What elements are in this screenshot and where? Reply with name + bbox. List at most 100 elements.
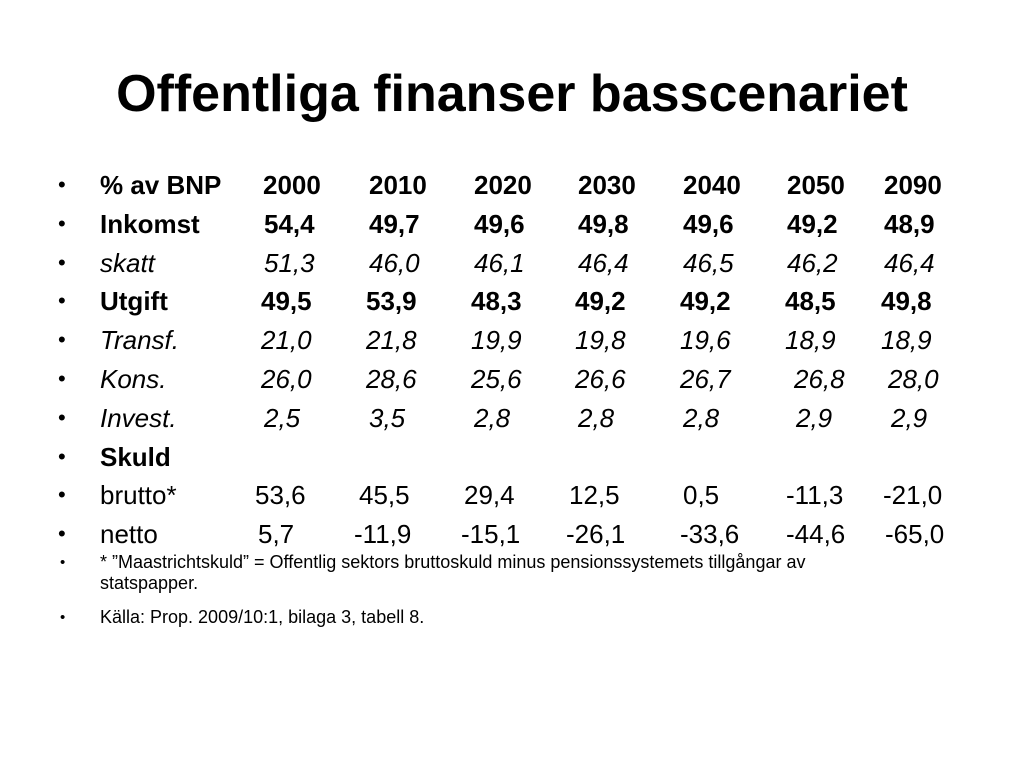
table-cell: 18,9 bbox=[785, 325, 836, 356]
table-row: • Utgift 49,5 53,9 48,3 49,2 49,2 48,5 49,8 bbox=[0, 282, 1024, 321]
row-label: Skuld bbox=[100, 441, 171, 472]
table-cell: 2,9 bbox=[891, 402, 928, 433]
table-cell: 19,8 bbox=[575, 325, 626, 356]
bullet-icon: • bbox=[58, 249, 66, 275]
table-cell: 12,5 bbox=[569, 480, 620, 511]
table-cell: 21,0 bbox=[261, 325, 312, 356]
table-row: • netto 5,7 -11,9 -15,1 -26,1 -33,6 -44,6 -65,0 bbox=[0, 515, 1024, 554]
table-cell: -11,9 bbox=[354, 519, 412, 550]
table-row: • Transf. 21,0 21,8 19,9 19,8 19,6 18,9 18,9 bbox=[0, 321, 1024, 360]
data-table: • % av BNP 2000 2010 2020 2030 2040 2050 2090 • In… bbox=[0, 166, 1024, 554]
bullet-icon: • bbox=[60, 609, 66, 626]
table-cell: -44,6 bbox=[786, 519, 846, 550]
table-cell: 46,4 bbox=[884, 247, 935, 278]
table-cell: 2010 bbox=[369, 170, 427, 200]
table-row: • brutto* 53,6 45,5 29,4 12,5 0,5 -11,3 -21,0 bbox=[0, 476, 1024, 515]
table-cell: 46,4 bbox=[578, 247, 629, 278]
table-cell: 2090 bbox=[884, 170, 942, 200]
table-cell: 25,6 bbox=[471, 363, 522, 394]
footnote-text: * ”Maastrichtskuld” = Offentlig sektors … bbox=[100, 552, 806, 593]
table-row: • % av BNP 2000 2010 2020 2030 2040 2050 2090 bbox=[0, 166, 1024, 205]
table-row: • Invest. 2,5 3,5 2,8 2,8 2,8 2,9 2,9 bbox=[0, 399, 1024, 438]
bullet-icon: • bbox=[58, 404, 66, 430]
table-cell: 2000 bbox=[263, 170, 321, 200]
table-cell: -11,3 bbox=[786, 480, 844, 511]
table-cell: 2,9 bbox=[796, 402, 833, 433]
table-cell: 2,8 bbox=[683, 402, 720, 433]
table-cell: 28,6 bbox=[366, 363, 417, 394]
table-cell: 54,4 bbox=[264, 208, 315, 239]
table-row: • Inkomst 54,4 49,7 49,6 49,8 49,6 49,2 48,9 bbox=[0, 205, 1024, 244]
table-row: • Kons. 26,0 28,6 25,6 26,6 26,7 26,8 28,0 bbox=[0, 360, 1024, 399]
table-cell: 2,8 bbox=[578, 402, 615, 433]
bullet-icon: • bbox=[58, 210, 66, 236]
row-label: Inkomst bbox=[100, 208, 200, 239]
bullet-icon: • bbox=[58, 521, 66, 547]
table-cell: 46,2 bbox=[787, 247, 838, 278]
footnote-text: Källa: Prop. 2009/10:1, bilaga 3, tabell… bbox=[100, 607, 425, 627]
table-cell: 51,3 bbox=[264, 247, 315, 278]
table-cell: 49,2 bbox=[575, 286, 626, 317]
row-label: skatt bbox=[100, 247, 155, 278]
table-cell: 45,5 bbox=[359, 480, 410, 511]
footnote-item: • Källa: Prop. 2009/10:1, bilaga 3, tabel… bbox=[0, 607, 1024, 628]
table-cell: -65,0 bbox=[885, 519, 945, 550]
table-row: • Skuld bbox=[0, 438, 1024, 477]
table-cell: 53,9 bbox=[366, 286, 417, 317]
table-cell: 48,3 bbox=[471, 286, 522, 317]
table-cell: 0,5 bbox=[683, 480, 720, 511]
table-cell: 49,2 bbox=[680, 286, 731, 317]
row-label: Kons. bbox=[100, 363, 167, 394]
bullet-icon: • bbox=[58, 443, 66, 469]
table-cell: 49,2 bbox=[787, 208, 838, 239]
table-cell: 5,7 bbox=[258, 519, 295, 550]
table-cell: 26,7 bbox=[680, 363, 731, 394]
table-cell: 21,8 bbox=[366, 325, 417, 356]
table-cell: -33,6 bbox=[680, 519, 740, 550]
table-cell: 46,1 bbox=[474, 247, 525, 278]
row-label: Invest. bbox=[100, 402, 177, 433]
row-label: brutto* bbox=[100, 480, 177, 511]
table-cell: 46,0 bbox=[369, 247, 420, 278]
table-cell: 48,9 bbox=[884, 208, 935, 239]
bullet-icon: • bbox=[58, 172, 66, 197]
table-cell: 49,8 bbox=[881, 286, 932, 317]
table-cell: 19,6 bbox=[680, 325, 731, 356]
bullet-icon: • bbox=[58, 327, 66, 353]
table-cell: 28,0 bbox=[888, 363, 939, 394]
table-cell: 49,6 bbox=[683, 208, 734, 239]
table-cell: -21,0 bbox=[883, 480, 943, 511]
table-cell: 48,5 bbox=[785, 286, 836, 317]
bullet-icon: • bbox=[58, 288, 66, 314]
row-label: % av BNP bbox=[100, 170, 222, 200]
table-cell: 29,4 bbox=[464, 480, 515, 511]
footnote-item: • * ”Maastrichtskuld” = Offentlig sektors… bbox=[0, 552, 1024, 594]
row-label: netto bbox=[100, 519, 158, 550]
table-row: • skatt 51,3 46,0 46,1 46,4 46,5 46,2 46,4 bbox=[0, 244, 1024, 283]
table-cell: 26,8 bbox=[794, 363, 845, 394]
table-cell: 2,8 bbox=[474, 402, 511, 433]
slide-title: Offentliga finanser basscenariet bbox=[116, 65, 908, 123]
table-cell: 19,9 bbox=[471, 325, 522, 356]
table-cell: 46,5 bbox=[683, 247, 734, 278]
table-cell: 2040 bbox=[683, 170, 741, 200]
table-cell: 49,6 bbox=[474, 208, 525, 239]
table-cell: 2020 bbox=[474, 170, 532, 200]
table-cell: 53,6 bbox=[255, 480, 306, 511]
table-cell: 26,6 bbox=[575, 363, 626, 394]
table-cell: 49,8 bbox=[578, 208, 629, 239]
bullet-icon: • bbox=[58, 482, 66, 508]
table-cell: 49,5 bbox=[261, 286, 312, 317]
row-label: Transf. bbox=[100, 325, 179, 356]
table-cell: 26,0 bbox=[261, 363, 312, 394]
bullet-icon: • bbox=[58, 365, 66, 391]
bullet-icon: • bbox=[60, 554, 66, 571]
table-cell: 2030 bbox=[578, 170, 636, 200]
table-cell: 2050 bbox=[787, 170, 845, 200]
table-cell: 2,5 bbox=[264, 402, 301, 433]
table-cell: -15,1 bbox=[461, 519, 521, 550]
table-cell: 18,9 bbox=[881, 325, 932, 356]
row-label: Utgift bbox=[100, 286, 168, 317]
table-cell: -26,1 bbox=[566, 519, 626, 550]
